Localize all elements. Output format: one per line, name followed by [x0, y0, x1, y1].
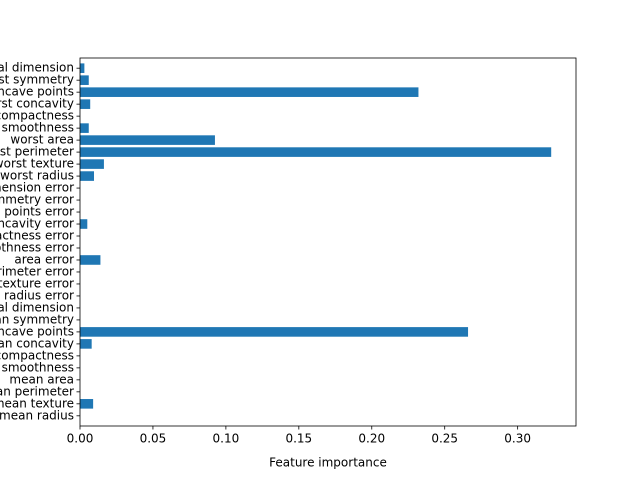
y-tick-label: symmetry error	[0, 193, 74, 207]
y-tick-label: mean area	[9, 372, 74, 386]
y-tick-label: mean texture	[0, 396, 74, 410]
y-tick-label: radius error	[4, 288, 74, 302]
x-tick-label: 0.25	[431, 432, 458, 446]
bar	[80, 135, 215, 145]
y-tick-label: worst compactness	[0, 109, 74, 123]
y-tick-label: smoothness error	[0, 240, 74, 254]
bar	[80, 63, 85, 73]
bar	[80, 399, 94, 409]
bar	[80, 99, 91, 109]
y-tick-label: worst symmetry	[0, 73, 74, 87]
y-tick-label: texture error	[0, 276, 74, 290]
y-tick-label: mean fractal dimension	[0, 300, 74, 314]
x-tick-label: 0.00	[67, 432, 94, 446]
y-tick-label: mean concavity	[0, 336, 74, 350]
bar	[80, 339, 92, 349]
x-axis-label: Feature importance	[269, 456, 387, 470]
x-tick-label: 0.15	[285, 432, 312, 446]
y-tick-label: mean symmetry	[0, 312, 74, 326]
y-tick-label: worst fractal dimension	[0, 61, 74, 75]
plot-frame	[79, 57, 577, 427]
y-tick-label: worst radius	[0, 169, 74, 183]
y-tick-label: worst perimeter	[0, 145, 74, 159]
y-tick-label: worst smoothness	[0, 121, 74, 135]
y-tick-label: worst concave points	[0, 85, 74, 99]
y-tick-label: mean concave points	[0, 324, 74, 338]
y-tick-label: perimeter error	[0, 264, 74, 278]
x-tick-label: 0.05	[140, 432, 167, 446]
bar	[80, 171, 95, 181]
y-tick-label: compactness error	[0, 229, 74, 243]
y-tick-label: worst concavity	[0, 97, 74, 111]
bar	[80, 75, 89, 85]
bar	[80, 147, 552, 157]
y-tick-label: area error	[14, 252, 74, 266]
x-tick-label: 0.10	[213, 432, 240, 446]
x-tick-label: 0.20	[358, 432, 385, 446]
y-tick-label: mean radius	[0, 408, 74, 422]
y-tick-label: concave points error	[0, 205, 74, 219]
y-tick-label: worst texture	[0, 157, 74, 171]
bar	[80, 123, 89, 133]
y-tick-label: fractal dimension error	[0, 181, 74, 195]
y-tick-label: mean compactness	[0, 348, 74, 362]
x-tick-label: 0.30	[504, 432, 531, 446]
bar	[80, 87, 419, 97]
bar	[80, 255, 101, 265]
y-tick-label: mean perimeter	[0, 384, 74, 398]
bar	[80, 219, 88, 229]
bar	[80, 159, 104, 169]
y-tick-label: mean smoothness	[0, 360, 74, 374]
bar	[80, 327, 469, 337]
y-tick-label: concavity error	[0, 217, 74, 231]
y-tick-label: worst area	[10, 133, 74, 147]
